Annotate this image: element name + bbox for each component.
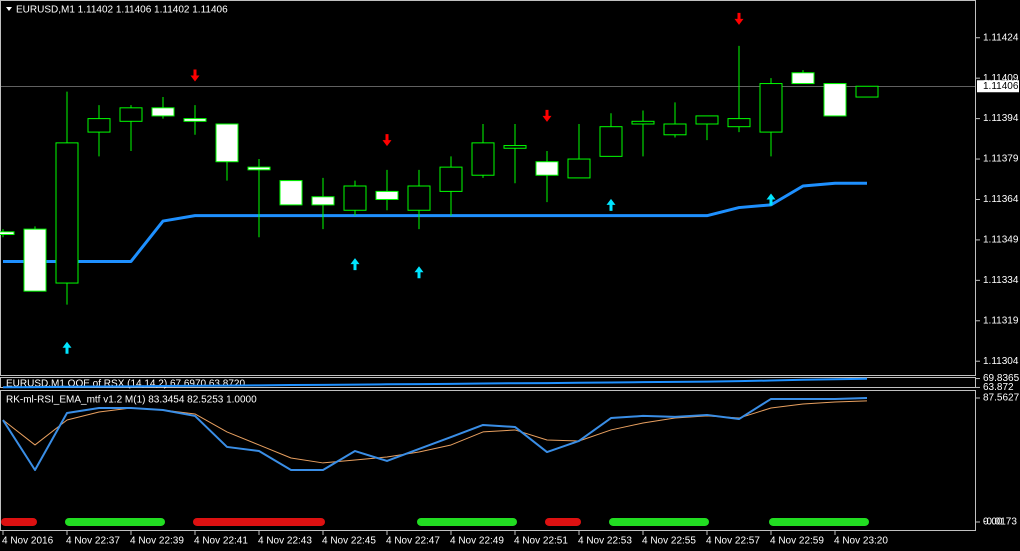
y-tick-label: 1.11319 (983, 315, 1019, 326)
candle-body (599, 126, 623, 157)
x-tick-label: 4 Nov 22:53 (578, 536, 632, 547)
main-panel (0, 0, 976, 376)
candle-body (695, 115, 719, 125)
buy-arrow (414, 266, 424, 279)
rsi-title: RK-ml-RSI_EMA_mtf v1.2 M(1) 83.3454 82.5… (6, 395, 257, 406)
x-tick-label: 4 Nov 22:41 (194, 536, 248, 547)
y-tick-label: 1.11304 (983, 356, 1019, 367)
candle-body (791, 72, 815, 85)
candle-body (55, 142, 79, 284)
y-tick-label: 1.11424 (983, 32, 1019, 43)
candle-body (759, 83, 783, 133)
candle-body (311, 196, 335, 206)
candle-body (343, 185, 367, 211)
rsi-panel (0, 390, 976, 531)
signal-bar (193, 517, 325, 526)
signal-bar (545, 517, 581, 526)
candle-body (663, 123, 687, 136)
x-tick-label: 4 Nov 22:43 (258, 536, 312, 547)
candle-body (439, 166, 463, 192)
candle-body (183, 118, 207, 122)
x-tick-label: 4 Nov 22:49 (450, 536, 504, 547)
x-tick-label: 4 Nov 22:37 (66, 536, 120, 547)
x-tick-label: 4 Nov 22:39 (130, 536, 184, 547)
y-tick-label: 1.11364 (983, 194, 1019, 205)
signal-bar (769, 517, 869, 526)
menu-triangle[interactable] (6, 7, 12, 11)
x-tick-label: 4 Nov 22:55 (642, 536, 696, 547)
y-tick-label: 1.11349 (983, 235, 1019, 246)
ooe-panel (0, 377, 976, 388)
candle-body (855, 85, 879, 98)
y-tick-label: 1.11394 (983, 113, 1019, 124)
sell-arrow (382, 134, 392, 147)
x-tick-label: 4 Nov 2016 (2, 536, 54, 547)
candle-body (23, 228, 47, 292)
candle-body (503, 145, 527, 149)
indicator-line (2, 377, 868, 389)
candle-body (87, 118, 111, 133)
candle-body (535, 161, 559, 176)
candle-body (407, 185, 431, 211)
candle-body (823, 83, 847, 117)
moving-average (3, 181, 867, 263)
candle-body (471, 142, 495, 176)
y-tick-label: 69.8365 (983, 373, 1020, 384)
signal-bar (65, 517, 165, 526)
y-tick-label: 1.11334 (983, 275, 1019, 286)
candle-body (727, 118, 751, 128)
candle-body (375, 190, 399, 200)
candle-body (631, 120, 655, 125)
signal-bar (417, 517, 517, 526)
signal-bar (609, 517, 709, 526)
candle-body (151, 107, 175, 117)
candle-body (119, 107, 143, 122)
last-price-label: 1.11406 (983, 81, 1019, 92)
candle-body (247, 166, 271, 171)
x-tick-label: 4 Nov 22:47 (386, 536, 440, 547)
y-tick-label: 1.11409 (983, 73, 1019, 84)
y-tick-label: 0.00 (983, 517, 1003, 528)
chart-title: EURUSD,M1 1.11402 1.11406 1.11402 1.1140… (16, 5, 228, 16)
buy-arrow (606, 198, 616, 211)
y-tick-label: 1.11379 (983, 154, 1019, 165)
buy-arrow (350, 258, 360, 271)
candle-body (215, 123, 239, 163)
y-tick-label: 87.5627 (983, 393, 1020, 404)
sell-arrow (190, 69, 200, 82)
x-tick-label: 4 Nov 22:57 (706, 536, 760, 547)
x-tick-label: 4 Nov 22:51 (514, 536, 568, 547)
x-tick-label: 4 Nov 23:20 (834, 536, 888, 547)
buy-arrow (766, 193, 776, 206)
buy-arrow (62, 341, 72, 354)
signal-bar (1, 517, 37, 526)
indicator-line (2, 396, 868, 472)
candle-body (0, 231, 15, 236)
last-price-box (977, 80, 1019, 93)
candle-body (567, 158, 591, 179)
y-tick-label: -0.0173 (983, 517, 1017, 528)
sell-arrow (734, 12, 744, 25)
sell-arrow (542, 109, 552, 122)
candle-body (279, 180, 303, 206)
indicator-line (2, 400, 868, 464)
x-tick-label: 4 Nov 22:59 (770, 536, 824, 547)
y-tick-label: 63.872 (983, 382, 1014, 393)
ooe-title: EURUSD,M1 OOE of RSX (14,14,2) 67.6970 6… (6, 379, 245, 390)
x-tick-label: 4 Nov 22:45 (322, 536, 376, 547)
